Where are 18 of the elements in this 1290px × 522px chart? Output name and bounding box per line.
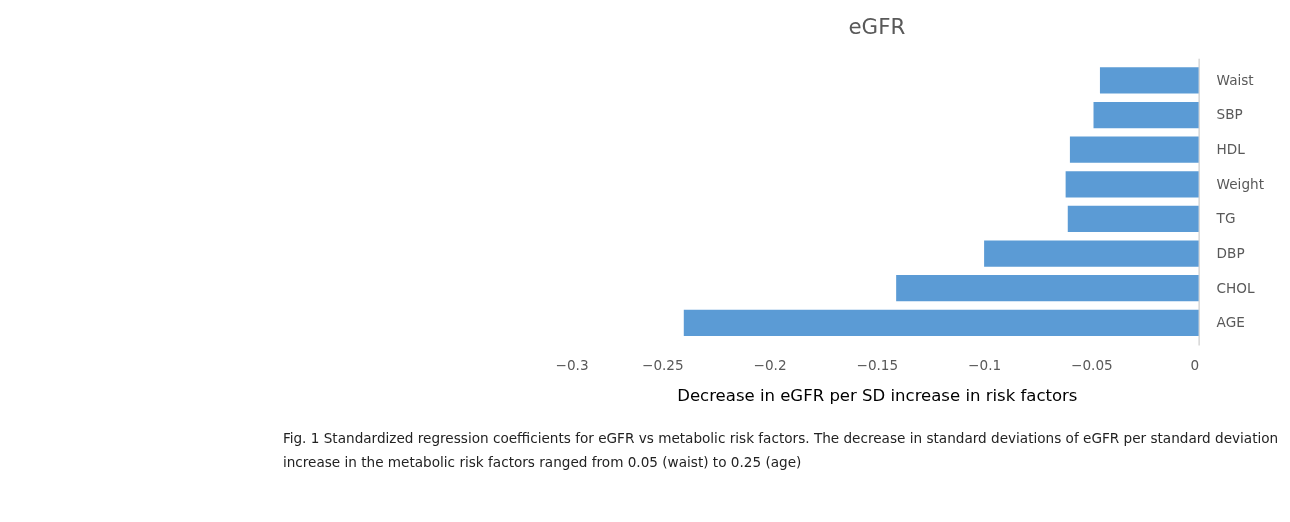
x-tick-label: −0.3: [555, 356, 589, 373]
y-tick-label: AGE: [1216, 314, 1245, 331]
x-tick-label: −0.2: [753, 356, 787, 373]
y-tick-label: SBP: [1216, 106, 1243, 123]
y-tick-label: CHOL: [1216, 279, 1256, 296]
x-tick-label: 0: [1190, 356, 1200, 373]
x-axis-title: Decrease in eGFR per SD increase in risk factors: [677, 385, 1078, 405]
y-tick-label: Waist: [1216, 71, 1254, 88]
x-tick-label: −0.25: [641, 356, 684, 373]
x-tick-label: −0.05: [1071, 356, 1113, 373]
x-tick-label: −0.15: [856, 356, 899, 373]
y-tick-label: TG: [1215, 210, 1236, 227]
y-tick-label: DBP: [1216, 244, 1245, 261]
y-tick-label: Weight: [1216, 175, 1264, 192]
caption: Fig. 1 Standardized regression coefficients for eGFR vs metabolic risk factors. The decrease in standard deviations of eGFR per standard deviation increase in the metabolic risk factors ranged from 0.05 (waist) to 0.25 (age): [282, 430, 1279, 470]
chart-title: eGFR: [848, 13, 906, 39]
x-tick-label: −0.1: [968, 356, 1002, 373]
y-tick-label: HDL: [1216, 141, 1246, 158]
